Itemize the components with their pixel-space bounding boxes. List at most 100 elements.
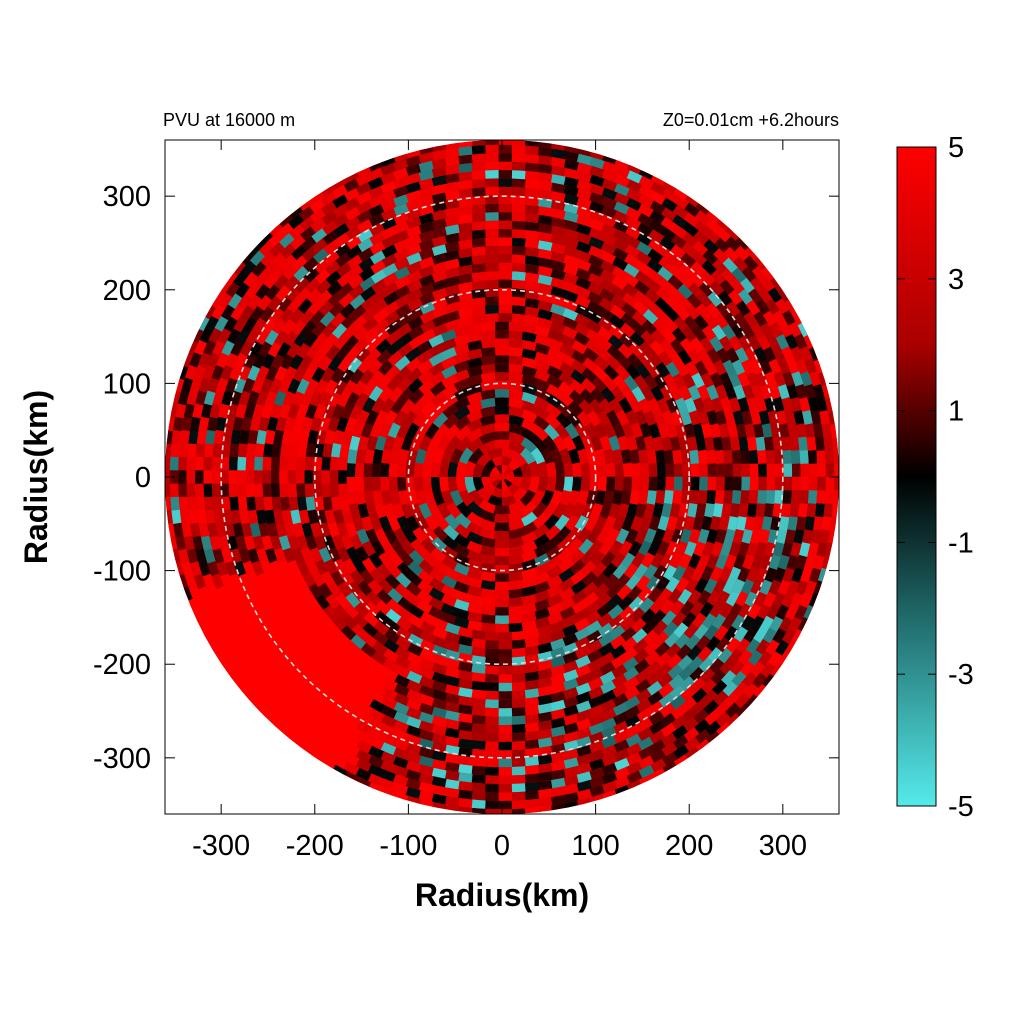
field-cell (406, 571, 423, 587)
field-cell (397, 342, 414, 358)
field-cell (370, 680, 387, 695)
field-cell (611, 673, 628, 688)
field-cell (641, 618, 658, 635)
field-cell (190, 522, 201, 538)
field-cell (567, 537, 584, 554)
field-cell (728, 371, 742, 388)
field-cell (445, 813, 460, 814)
field-cell (179, 430, 190, 445)
field-cell (576, 526, 592, 544)
field-cell (380, 180, 396, 194)
field-cell (692, 698, 709, 714)
field-cell (580, 462, 590, 477)
field-cell (773, 371, 786, 387)
field-cell (405, 778, 422, 791)
field-cell (405, 742, 422, 756)
field-cell (613, 201, 630, 215)
field-cell (487, 494, 503, 507)
field-cell (574, 514, 589, 532)
field-cell (786, 554, 799, 570)
field-cell (716, 216, 732, 232)
field-cell (334, 706, 351, 722)
field-cell (602, 375, 618, 392)
field-cell (428, 352, 445, 367)
field-cell (767, 409, 779, 425)
field-cell (738, 602, 753, 619)
field-cell (340, 313, 357, 330)
field-cell (355, 591, 371, 608)
field-cell (743, 626, 758, 643)
field-cell (323, 333, 339, 350)
field-cell (373, 318, 390, 334)
field-cell (484, 220, 499, 230)
field-cell (343, 761, 360, 776)
field-cell (576, 771, 592, 783)
field-cell (406, 279, 423, 293)
field-cell (704, 624, 719, 641)
field-cell (735, 703, 752, 720)
field-cell (322, 719, 338, 734)
field-cell (498, 640, 513, 650)
field-cell (458, 755, 473, 766)
field-cell (550, 277, 566, 290)
field-cell (288, 224, 305, 240)
field-cell (428, 343, 445, 358)
field-cell (381, 253, 398, 268)
field-cell (658, 256, 674, 272)
field-cell (633, 374, 649, 391)
field-cell (296, 651, 312, 667)
field-cell (571, 462, 582, 477)
field-cell (693, 230, 710, 246)
field-cell (638, 184, 655, 199)
field-cell (387, 422, 401, 439)
field-cell (524, 671, 540, 682)
field-cell (406, 367, 423, 383)
field-cell (381, 490, 392, 506)
field-cell (311, 366, 326, 383)
field-cell (838, 516, 839, 531)
field-cell (616, 353, 632, 370)
field-cell (407, 306, 424, 321)
field-cell (467, 576, 483, 589)
field-cell (750, 615, 765, 632)
field-cell (512, 476, 523, 488)
field-cell (445, 122, 460, 132)
field-cell (657, 266, 674, 282)
field-cell (444, 284, 460, 297)
field-cell (626, 752, 643, 766)
field-cell (524, 662, 540, 674)
field-cell (445, 761, 460, 773)
field-cell (777, 554, 790, 570)
field-cell (596, 527, 611, 544)
field-cell (562, 633, 579, 647)
field-cell (537, 728, 553, 740)
y-tick-label: -100 (93, 556, 151, 588)
field-cell (498, 237, 513, 246)
field-cell (574, 617, 591, 632)
field-cell (519, 476, 532, 492)
field-cell (351, 315, 368, 331)
field-cell (661, 188, 678, 203)
field-cell (714, 489, 725, 505)
field-cell (198, 352, 211, 368)
field-cell (340, 404, 354, 420)
field-cell (521, 391, 538, 405)
field-cell (356, 409, 370, 426)
field-cell (356, 721, 373, 735)
field-cell (333, 716, 350, 732)
field-cell (466, 521, 483, 536)
field-cell (521, 400, 538, 414)
field-cell (485, 707, 499, 717)
field-cell (804, 580, 818, 596)
field-cell (263, 496, 274, 512)
field-cell (401, 435, 414, 452)
field-cell (559, 352, 576, 367)
field-cell (405, 225, 422, 238)
field-cell (479, 518, 496, 531)
field-cell (647, 248, 664, 264)
field-cell (393, 239, 410, 253)
field-cell (471, 799, 486, 809)
field-cell (355, 546, 370, 563)
field-cell (576, 223, 592, 236)
field-cell (663, 621, 679, 637)
